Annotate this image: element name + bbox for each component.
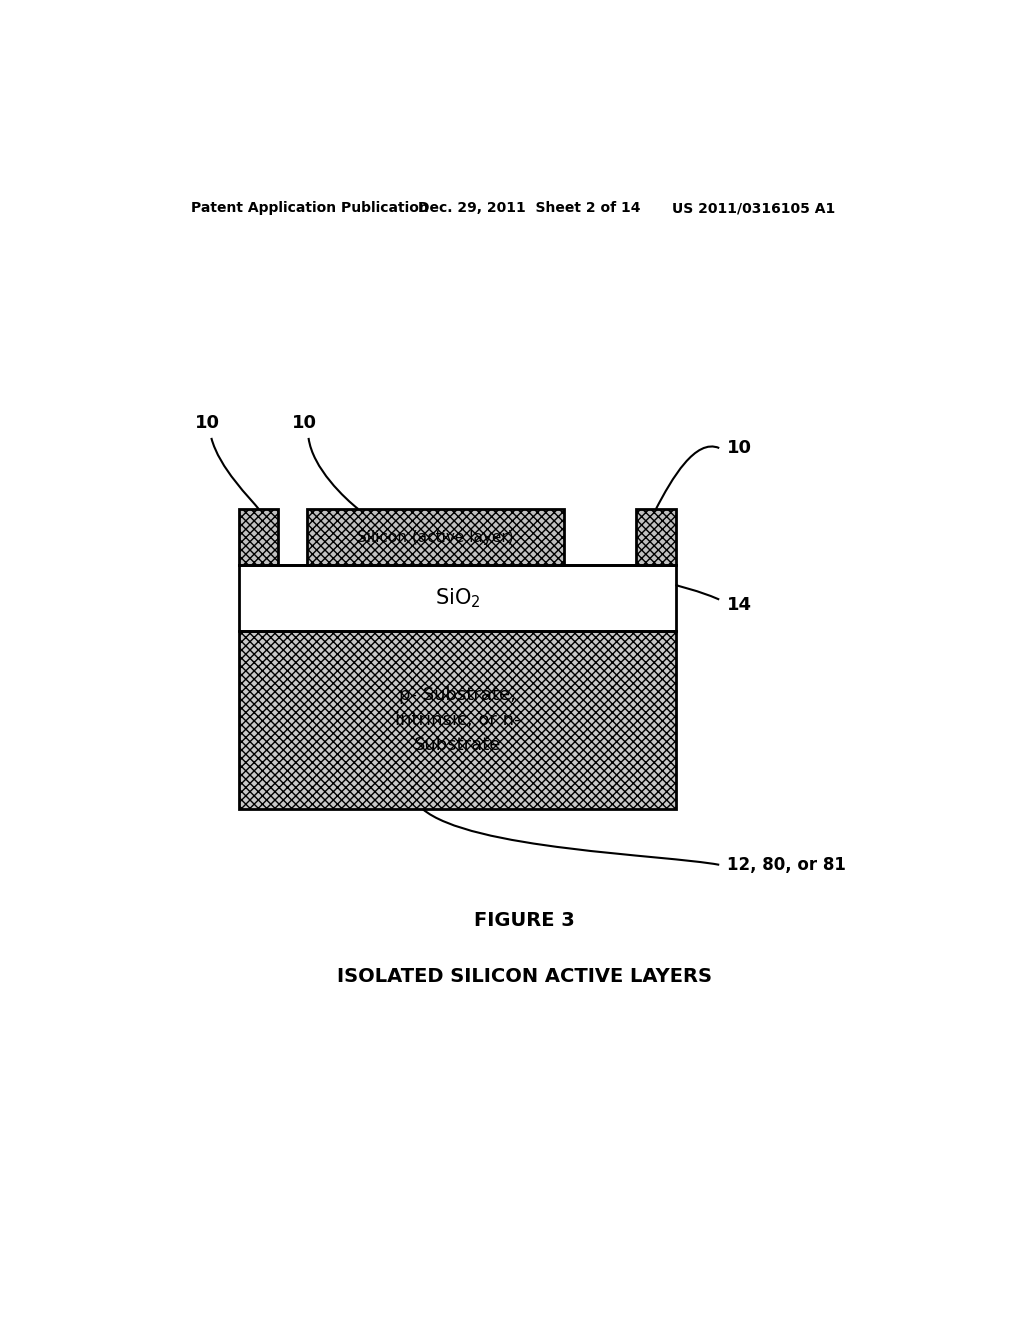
Bar bbox=[636, 510, 676, 565]
Text: Dec. 29, 2011  Sheet 2 of 14: Dec. 29, 2011 Sheet 2 of 14 bbox=[418, 201, 640, 215]
Text: FIGURE 3: FIGURE 3 bbox=[474, 911, 575, 931]
Text: Patent Application Publication: Patent Application Publication bbox=[191, 201, 429, 215]
Text: SiO$_2$: SiO$_2$ bbox=[434, 586, 480, 610]
Bar bbox=[240, 565, 676, 631]
Text: 10: 10 bbox=[727, 440, 753, 457]
Bar bbox=[307, 510, 564, 565]
Text: 10: 10 bbox=[195, 413, 220, 432]
Text: US 2011/0316105 A1: US 2011/0316105 A1 bbox=[672, 201, 835, 215]
Text: Silicon (active layer): Silicon (active layer) bbox=[357, 529, 514, 545]
Bar bbox=[240, 631, 676, 809]
Bar bbox=[307, 510, 564, 565]
Bar bbox=[240, 631, 676, 809]
Bar bbox=[240, 510, 279, 565]
Text: 14: 14 bbox=[727, 595, 753, 614]
Text: 10: 10 bbox=[292, 413, 317, 432]
Bar bbox=[636, 510, 676, 565]
Text: p- Substrate,
intrinsic, or n-
Substrate: p- Substrate, intrinsic, or n- Substrate bbox=[394, 686, 520, 754]
Bar bbox=[240, 510, 279, 565]
Text: 12, 80, or 81: 12, 80, or 81 bbox=[727, 855, 846, 874]
Text: ISOLATED SILICON ACTIVE LAYERS: ISOLATED SILICON ACTIVE LAYERS bbox=[337, 968, 713, 986]
